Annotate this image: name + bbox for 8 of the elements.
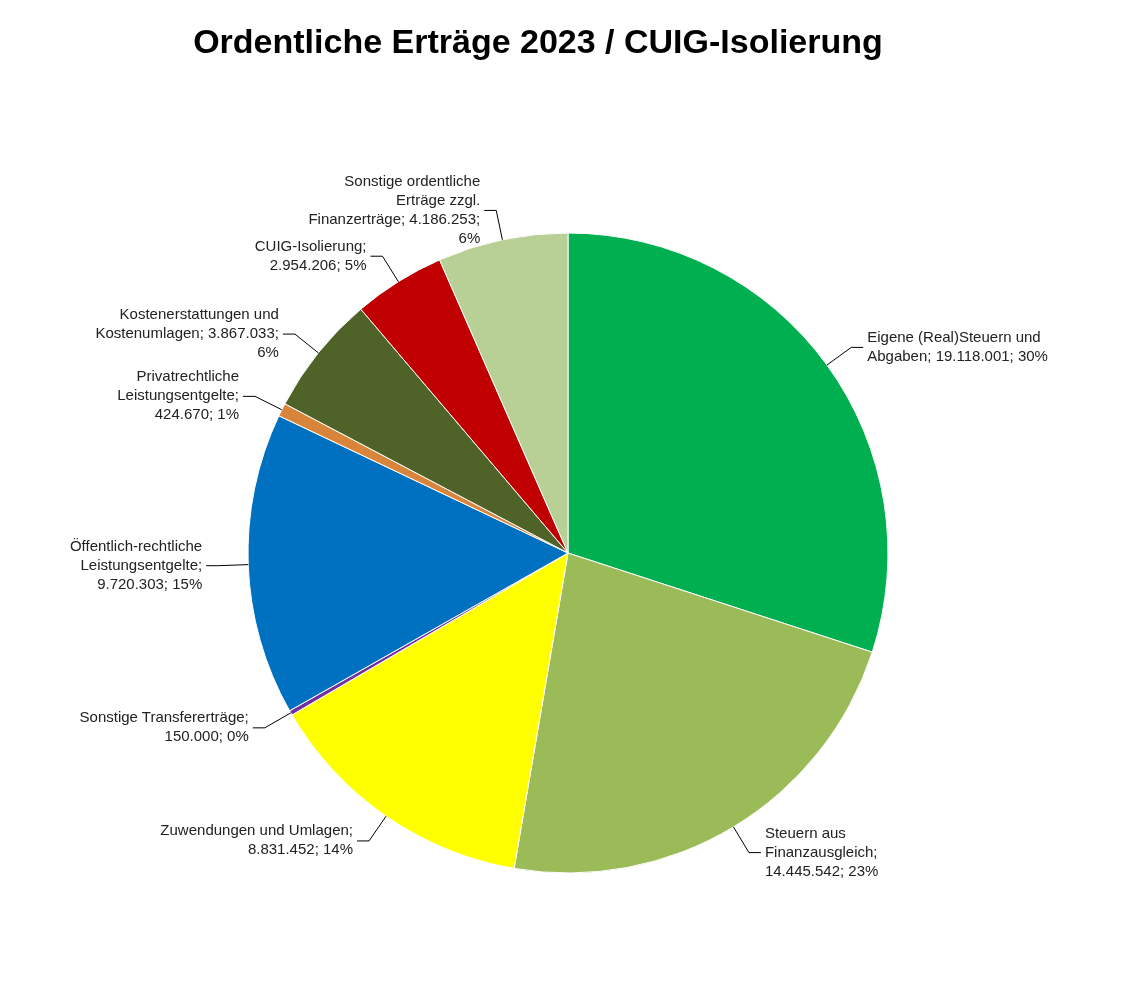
- slice-label: Privatrechtliche Leistungsentgelte; 424.670; 1%: [117, 367, 240, 423]
- slice-label: Zuwendungen und Umlagen; 8.831.452; 14%: [160, 821, 354, 858]
- slice-label: Sonstige Transfererträge; 150.000; 0%: [79, 708, 249, 745]
- chart-title: Ordentliche Erträge 2023 / CUIG-Isolierung: [192, 22, 884, 61]
- slice-label: Öffentlich-rechtliche Leistungsentgelte; 9.720.303; 15%: [69, 536, 203, 592]
- slice-label: Eigene (Real)Steuern und Abgaben; 19.118.001; 30%: [867, 327, 1048, 364]
- slice-label: Kostenerstattungen und Kostenumlagen; 3.867.033; 6%: [95, 305, 279, 361]
- slice-label: Steuern aus Finanzausgleich; 14.445.542; 23%: [764, 823, 879, 879]
